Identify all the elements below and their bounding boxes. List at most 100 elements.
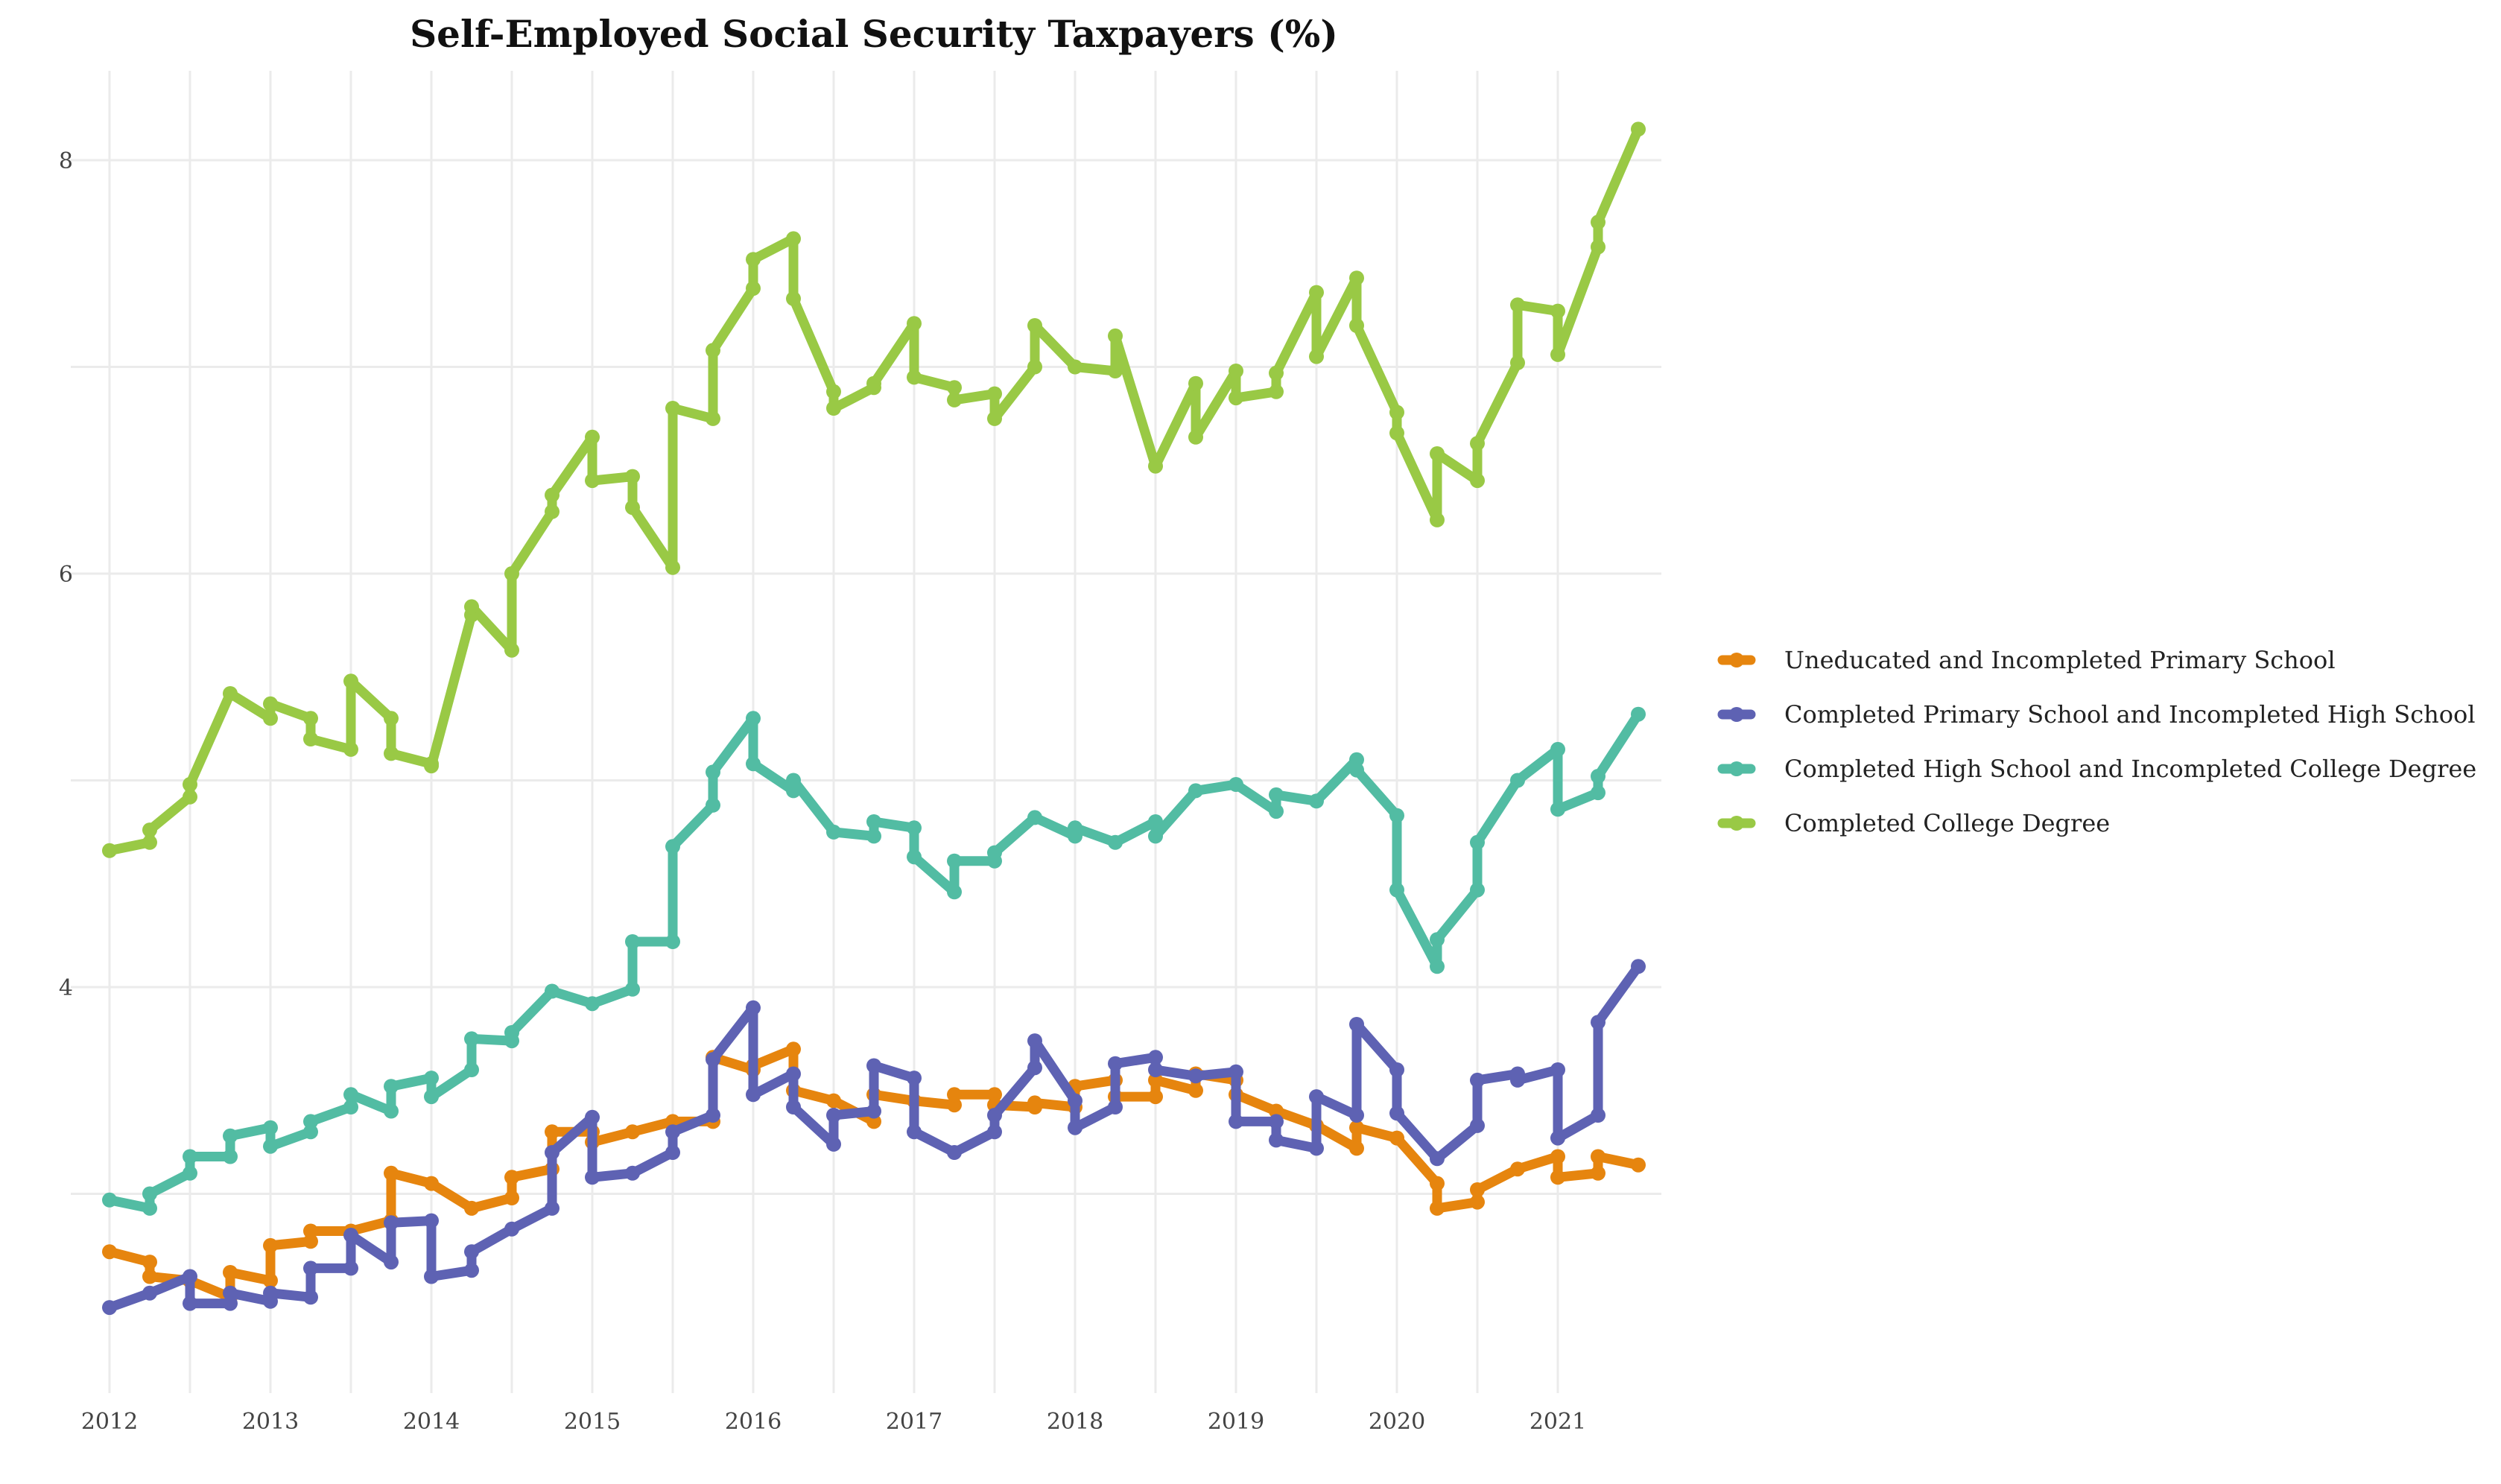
data-point: [746, 1087, 761, 1103]
data-point: [1591, 1165, 1605, 1181]
data-point: [826, 401, 841, 416]
data-point: [1148, 1089, 1163, 1105]
series-3: [102, 706, 1646, 1216]
data-point: [1027, 810, 1042, 825]
data-point: [585, 429, 600, 445]
data-point: [504, 1170, 519, 1185]
data-point: [1188, 783, 1203, 799]
series-4: [102, 121, 1646, 858]
data-point: [303, 1234, 318, 1249]
data-point: [1188, 1068, 1203, 1084]
data-point: [625, 1124, 640, 1140]
data-point: [1309, 793, 1324, 809]
data-point: [1550, 346, 1565, 362]
data-point: [1550, 1130, 1565, 1146]
data-point: [1269, 1103, 1284, 1119]
data-point: [866, 1103, 881, 1119]
data-point: [424, 758, 439, 774]
data-point: [665, 934, 680, 949]
data-point: [947, 853, 962, 869]
data-point: [1148, 1072, 1163, 1088]
data-point: [142, 1285, 157, 1301]
data-point: [585, 1170, 600, 1185]
data-point: [384, 1215, 399, 1231]
data-point: [1550, 1170, 1565, 1185]
data-point: [263, 1285, 278, 1301]
data-point: [1470, 834, 1485, 850]
data-point: [786, 291, 801, 306]
data-point: [1349, 318, 1364, 333]
chart-title: Self-Employed Social Security Taxpayers …: [410, 12, 1338, 56]
data-point: [343, 673, 358, 689]
data-point: [424, 1176, 439, 1191]
data-point: [907, 820, 922, 836]
data-point: [102, 843, 117, 858]
data-point: [1229, 777, 1243, 792]
data-point: [303, 1261, 318, 1276]
y-tick-label: 4: [59, 975, 73, 1001]
data-point: [384, 1165, 399, 1181]
data-point: [665, 1124, 680, 1140]
legend-key-point: [1729, 653, 1744, 668]
data-point: [1631, 121, 1646, 137]
data-point: [1631, 959, 1646, 974]
legend: Uneducated and Incompleted Primary Schoo…: [1717, 646, 2476, 837]
x-tick-label: 2015: [564, 1409, 621, 1435]
data-point: [223, 1128, 238, 1144]
data-point: [545, 504, 560, 519]
data-point: [625, 469, 640, 484]
data-point: [223, 686, 238, 701]
data-point: [706, 764, 720, 780]
data-point: [987, 410, 1002, 426]
data-point: [947, 884, 962, 900]
data-point: [1430, 1151, 1445, 1167]
data-point: [1027, 1033, 1042, 1049]
data-point: [1148, 1050, 1163, 1065]
data-point: [1430, 959, 1445, 974]
data-point: [1550, 1062, 1565, 1077]
data-point: [1229, 1064, 1243, 1079]
data-point: [1188, 375, 1203, 391]
legend-item: Completed College Degree: [1717, 809, 2110, 837]
data-point: [826, 384, 841, 399]
data-point: [1470, 1072, 1485, 1088]
data-point: [504, 566, 519, 581]
data-point: [1389, 882, 1404, 898]
y-tick-label: 6: [59, 562, 73, 588]
data-point: [625, 981, 640, 997]
data-point: [1108, 364, 1123, 378]
data-point: [1510, 1161, 1525, 1177]
data-point: [1309, 349, 1324, 364]
y-tick-label: 8: [59, 148, 73, 174]
data-point: [384, 746, 399, 761]
data-point: [384, 1079, 399, 1094]
data-point: [183, 1149, 197, 1164]
data-point: [504, 1221, 519, 1237]
data-point: [947, 380, 962, 396]
data-point: [303, 1290, 318, 1305]
data-point: [384, 711, 399, 726]
data-point: [223, 1296, 238, 1311]
data-point: [706, 1108, 720, 1123]
x-tick-label: 2019: [1208, 1409, 1264, 1435]
data-point: [223, 1265, 238, 1280]
data-point: [1470, 1182, 1485, 1197]
data-point: [1269, 787, 1284, 802]
x-tick-label: 2018: [1047, 1409, 1103, 1435]
data-point: [384, 1255, 399, 1270]
data-point: [786, 1041, 801, 1057]
data-point: [545, 1200, 560, 1216]
data-point: [1229, 1114, 1243, 1129]
legend-key-point: [1729, 707, 1744, 722]
data-point: [504, 642, 519, 658]
data-point: [866, 828, 881, 844]
data-point: [303, 1114, 318, 1129]
data-point: [183, 1165, 197, 1181]
data-point: [263, 1237, 278, 1253]
data-point: [1309, 1141, 1324, 1156]
data-point: [102, 1192, 117, 1208]
data-point: [987, 845, 1002, 860]
data-point: [223, 1285, 238, 1301]
data-point: [545, 983, 560, 999]
data-point: [665, 401, 680, 416]
